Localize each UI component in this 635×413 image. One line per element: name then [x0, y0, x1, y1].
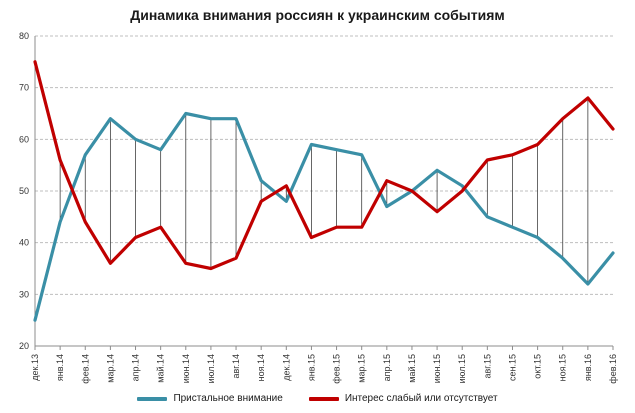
- legend-label-series-1: Пристальное внимание: [173, 393, 283, 404]
- y-tick-label-50: 50: [19, 186, 29, 196]
- x-tick-label-13: мар.15: [357, 354, 367, 383]
- x-tick-label-11: янв.15: [306, 354, 316, 381]
- connector-lines: [59, 98, 589, 284]
- y-tick-label-30: 30: [19, 289, 29, 299]
- x-tick-label-15: май.15: [407, 354, 417, 383]
- x-tick-label-8: авг.14: [231, 354, 241, 378]
- x-tick-label-10: дек.14: [281, 354, 291, 381]
- x-tick-label-7: июл.14: [206, 354, 216, 383]
- x-tick-label-17: июл.15: [457, 354, 467, 383]
- x-tick-label-9: ноя.14: [256, 354, 266, 381]
- y-tick-label-70: 70: [19, 83, 29, 93]
- series-lines: [33, 60, 615, 322]
- x-tick-label-16: июн.15: [432, 354, 442, 383]
- x-tick-label-6: июн.14: [181, 354, 191, 383]
- x-tick-label-19: сен.15: [507, 354, 517, 381]
- x-tick-label-4: апр.14: [131, 354, 141, 381]
- y-tick-label-20: 20: [19, 341, 29, 351]
- legend-item-series-2: Интерес слабый или отсутствует: [308, 393, 498, 404]
- legend-swatch-series-1: [137, 396, 168, 401]
- x-tick-label-18: авг.15: [482, 354, 492, 378]
- gridlines: [35, 35, 613, 295]
- x-tick-label-21: ноя.15: [558, 354, 568, 381]
- x-tick-label-22: янв.16: [583, 354, 593, 381]
- x-tick-label-14: апр.15: [382, 354, 392, 381]
- x-tick-label-1: янв.14: [55, 354, 65, 381]
- chart-title: Динамика внимания россиян к украинским с…: [130, 7, 505, 23]
- legend-swatch-series-2: [308, 396, 339, 401]
- axes: [34, 36, 614, 350]
- y-tick-labels: 20 30 40 50 60 70 80: [19, 31, 29, 351]
- y-tick-label-40: 40: [19, 238, 29, 248]
- legend: Пристальное внимание Интерес слабый или …: [0, 393, 635, 404]
- y-tick-label-80: 80: [19, 31, 29, 41]
- legend-label-series-2: Интерес слабый или отсутствует: [344, 393, 498, 404]
- x-tick-label-20: окт.15: [533, 354, 543, 379]
- x-tick-label-3: мар.14: [105, 354, 115, 383]
- x-tick-label-0: дек.13: [30, 354, 40, 381]
- x-tick-label-2: фев.14: [80, 354, 90, 384]
- x-tick-labels: дек.13 янв.14 фев.14 мар.14 апр.14 май.14 июн.…: [30, 354, 618, 384]
- y-tick-label-60: 60: [19, 134, 29, 144]
- legend-item-series-1: Пристальное внимание: [137, 393, 283, 404]
- x-tick-label-23: фев.16: [608, 354, 618, 384]
- series-line-1: [33, 111, 615, 322]
- x-tick-label-12: фев.15: [332, 354, 342, 384]
- series-line-2: [33, 60, 615, 271]
- x-tick-label-5: май.14: [156, 354, 166, 383]
